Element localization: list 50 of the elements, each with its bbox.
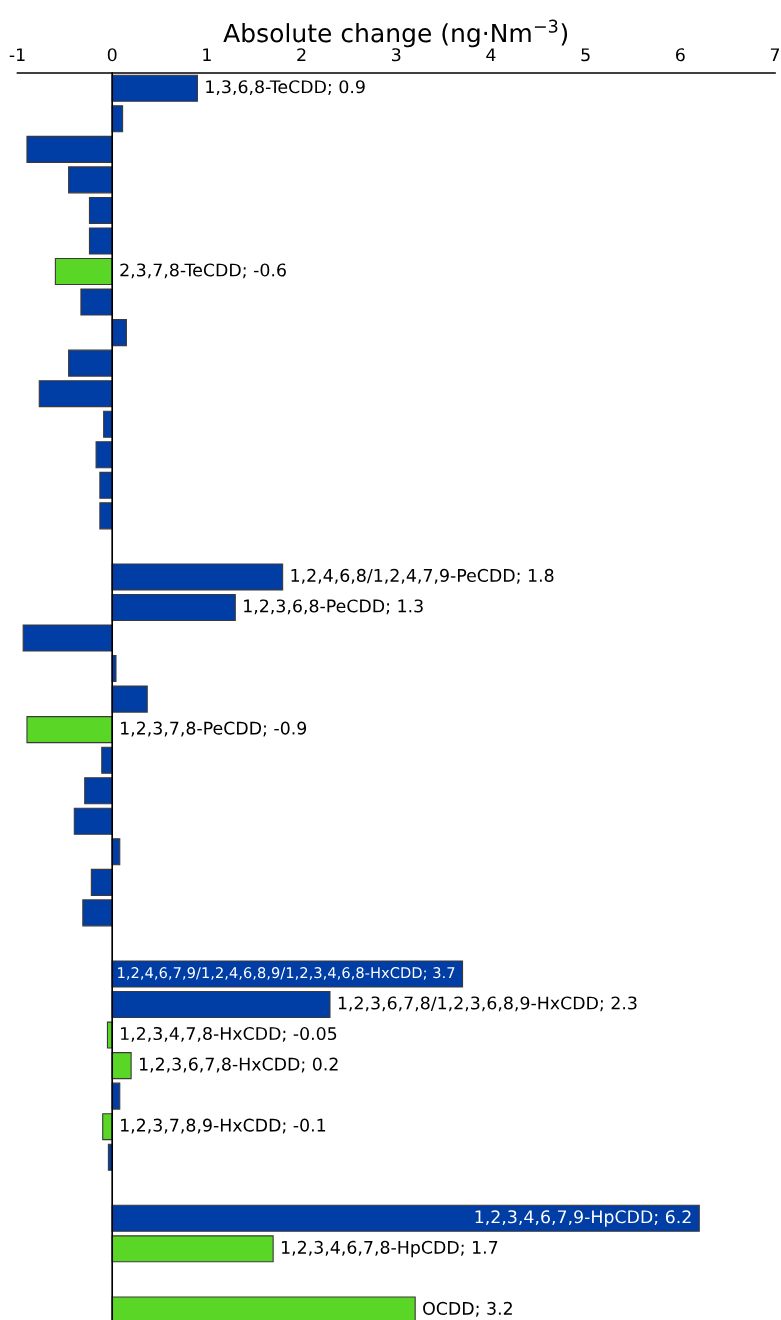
x-tick-label: 6 [676,48,685,62]
bar [111,1052,132,1080]
bar [111,319,127,347]
x-tick-label: -1 [9,48,25,62]
bar [111,1235,274,1263]
bar [88,196,113,224]
bar [88,227,113,255]
bar [82,899,113,927]
bar [90,868,113,896]
x-tick-label: 1 [203,48,211,62]
data-label: 1,2,3,4,6,7,8-HpCDD; 1.7 [282,1240,498,1258]
data-label: OCDD; 3.2 [423,1301,512,1317]
data-label: 1,2,3,7,8-PeCDD; -0.9 [121,721,307,737]
x-tick-label: 2 [297,48,306,62]
data-label: 1,2,4,6,7,9/1,2,4,6,8,9/1,2,3,4,6,8-HxCDD; 3.7 [118,967,455,980]
x-tick-label: 3 [392,48,401,62]
bar [68,349,113,377]
bar [38,380,113,408]
bar [22,624,113,652]
x-axis-title: Absolute change (ng·Nm$^{−3}$) [223,19,568,48]
bar [111,990,331,1019]
bar [80,288,113,316]
bar [26,135,113,163]
bar [111,960,464,988]
bar [54,257,113,286]
bar [111,685,148,713]
bar [111,74,198,102]
data-label: 1,2,3,6,8-PeCDD; 1.3 [244,599,423,615]
data-label: 1,2,3,4,6,7,9-HpCDD; 6.2 [475,1210,691,1227]
data-label: 2,3,7,8-TeCDD; -0.6 [120,263,286,279]
bar [99,471,113,499]
x-tick-label: 0 [107,48,117,62]
x-tick-label: 4 [486,48,496,62]
data-label: 1,2,3,7,8,9-HxCDD; -0.1 [121,1118,326,1134]
data-label: 1,2,3,6,7,8-HxCDD; 0.2 [139,1057,338,1073]
data-label: 1,2,4,6,8/1,2,4,7,9-PeCDD; 1.8 [291,568,554,584]
x-tick-label: 7 [770,48,780,62]
bar [111,1204,700,1232]
data-label: 1,2,3,6,7,8/1,2,3,6,8,9-HxCDD; 2.3 [338,996,637,1012]
data-label: 1,3,6,8-TeCDD; 0.9 [206,80,365,96]
bar [95,441,113,469]
bar [111,563,284,591]
bar [111,593,236,622]
data-label: 1,2,3,4,7,8-HxCDD; -0.05 [121,1026,337,1042]
bar [68,166,113,194]
bar [73,807,113,835]
bar [84,777,113,805]
bar [99,502,113,530]
x-tick-label: 5 [581,48,590,62]
bar [26,716,113,744]
